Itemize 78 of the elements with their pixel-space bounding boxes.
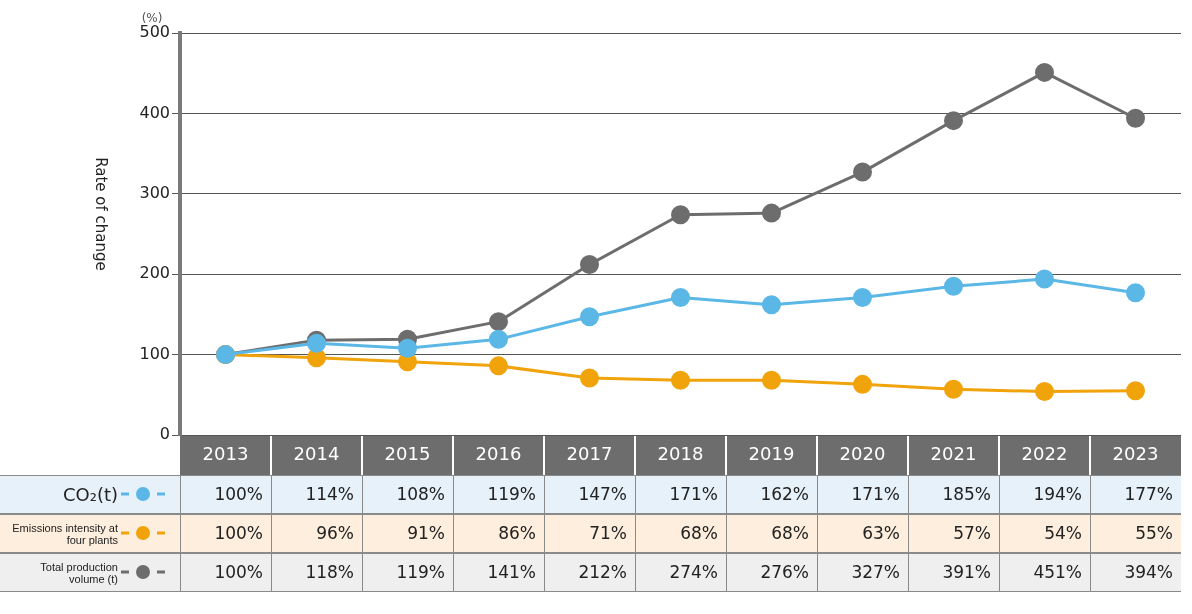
data-label: 96%	[271, 513, 362, 553]
data-label: 141%	[453, 552, 544, 592]
point	[762, 295, 781, 315]
data-label: 114%	[271, 474, 362, 514]
data-label: 185%	[908, 474, 999, 514]
point	[944, 379, 963, 399]
data-label: 54%	[999, 513, 1090, 553]
point	[762, 370, 781, 390]
x-tick-label: 2020	[839, 443, 886, 465]
data-label: 162%	[726, 474, 817, 514]
data-label: 63%	[817, 513, 908, 553]
data-label: 171%	[817, 474, 908, 514]
legend-label: Emissions intensity at four plants	[11, 521, 118, 546]
data-label: 171%	[635, 474, 726, 514]
data-label: 274%	[635, 552, 726, 592]
data-label: 100%	[180, 513, 271, 553]
point	[1035, 269, 1054, 289]
point	[1035, 62, 1054, 82]
y-tick-label: 200	[139, 263, 170, 283]
data-label: 68%	[635, 513, 726, 553]
point	[1126, 283, 1145, 303]
x-tick-label: 2014	[293, 443, 340, 465]
point	[489, 329, 508, 349]
y-tick-label: 300	[139, 182, 170, 202]
point	[671, 370, 690, 390]
data-label: 327%	[817, 552, 908, 592]
data-label: 108%	[362, 474, 453, 514]
data-label: 118%	[271, 552, 362, 592]
y-axis-title: Rate of change	[92, 157, 111, 271]
x-tick-label: 2019	[748, 443, 795, 465]
x-tick-label: 2023	[1112, 443, 1159, 465]
point	[489, 312, 508, 332]
data-label: 68%	[726, 513, 817, 553]
point	[944, 111, 963, 131]
x-tick-label: 2016	[475, 443, 522, 465]
point	[489, 356, 508, 376]
data-label: 147%	[544, 474, 635, 514]
data-label: 119%	[453, 474, 544, 514]
y-tick-label: 0	[159, 424, 170, 444]
data-label: 100%	[180, 552, 271, 592]
point	[580, 255, 599, 275]
point	[1126, 381, 1145, 401]
data-label: 100%	[180, 474, 271, 514]
data-label: 276%	[726, 552, 817, 592]
data-label: 91%	[362, 513, 453, 553]
data-label: 391%	[908, 552, 999, 592]
data-label: 86%	[453, 513, 544, 553]
point	[1035, 382, 1054, 402]
point	[944, 276, 963, 296]
data-label: 394%	[1090, 552, 1181, 592]
y-tick-label: 100	[139, 343, 170, 363]
data-label: 55%	[1090, 513, 1181, 553]
data-label: 71%	[544, 513, 635, 553]
x-tick-label: 2015	[384, 443, 431, 465]
point	[762, 203, 781, 223]
point	[1126, 108, 1145, 128]
point	[671, 288, 690, 308]
data-label: 177%	[1090, 474, 1181, 514]
legend-label: Total production volume (t)	[39, 560, 118, 585]
point	[671, 205, 690, 225]
point	[853, 162, 872, 182]
data-label: 451%	[999, 552, 1090, 592]
data-label: 119%	[362, 552, 453, 592]
x-tick-label: 2021	[930, 443, 977, 465]
point	[398, 338, 417, 358]
x-tick-label: 2022	[1021, 443, 1068, 465]
data-label: 212%	[544, 552, 635, 592]
data-label: 57%	[908, 513, 999, 553]
x-tick-label: 2013	[202, 443, 249, 465]
point	[580, 368, 599, 388]
point	[580, 307, 599, 327]
y-tick-label: 400	[139, 102, 170, 122]
x-tick-label: 2017	[566, 443, 613, 465]
point	[853, 288, 872, 308]
point	[853, 374, 872, 394]
x-tick-label: 2018	[657, 443, 704, 465]
legend-label: CO₂(t)	[61, 483, 118, 505]
data-label: 194%	[999, 474, 1090, 514]
